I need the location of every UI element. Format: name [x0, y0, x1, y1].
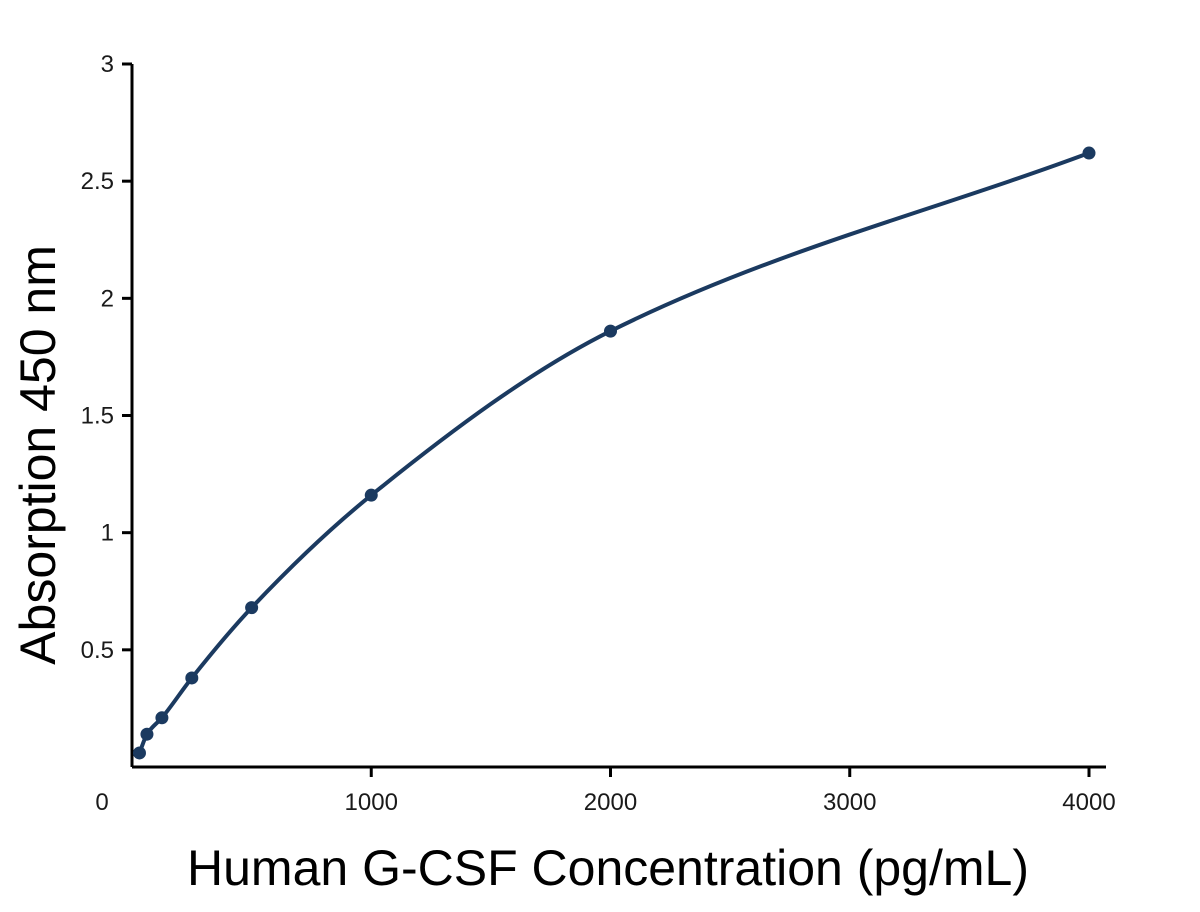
y-tick-label: 2 — [101, 285, 114, 312]
data-point — [604, 324, 617, 338]
x-tick-label: 0 — [95, 789, 108, 816]
x-tick-label: 4000 — [1062, 789, 1115, 816]
data-point — [185, 671, 199, 685]
data-point — [1082, 146, 1096, 160]
data-point — [245, 601, 259, 615]
y-tick-label: 1.5 — [81, 403, 114, 430]
axes — [130, 64, 1106, 769]
y-ticks: 0.5 1 1.5 2 2.5 3 — [81, 51, 132, 664]
y-tick-label: 1 — [101, 520, 114, 547]
fit-curve — [137, 151, 1090, 754]
x-tick-label: 2000 — [584, 789, 637, 816]
x-tick-label: 3000 — [823, 789, 876, 816]
y-tick-label: 2.5 — [81, 168, 114, 195]
data-point — [132, 746, 146, 760]
x-ticks: 0 1000 2000 3000 4000 — [95, 767, 1116, 816]
data-points — [132, 146, 1096, 760]
x-tick-label: 1000 — [345, 789, 398, 816]
data-point — [364, 488, 378, 502]
y-tick-label: 3 — [101, 51, 114, 78]
data-point — [140, 727, 154, 741]
x-axis-title: Human G-CSF Concentration (pg/mL) — [187, 840, 1029, 896]
data-point — [155, 711, 169, 725]
y-tick-label: 0.5 — [81, 637, 114, 664]
y-axis-title: Absorption 450 nm — [10, 245, 66, 665]
